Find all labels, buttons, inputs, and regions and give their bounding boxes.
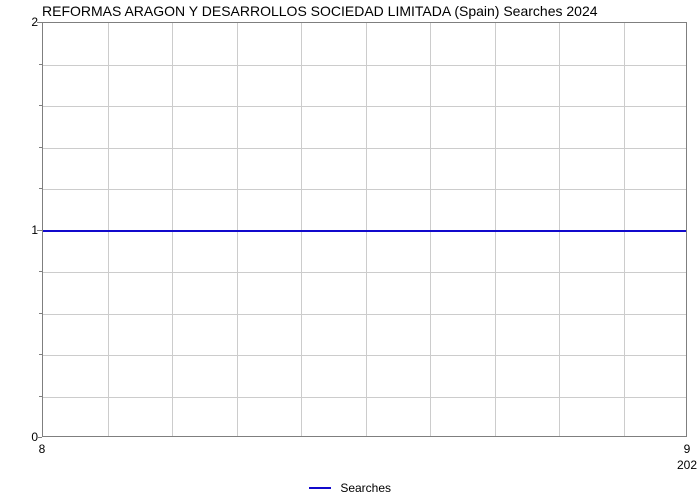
y-minor-tick <box>39 147 42 148</box>
x-sub-label: 202 <box>677 458 697 472</box>
chart-container: REFORMAS ARAGON Y DESARROLLOS SOCIEDAD L… <box>0 0 700 500</box>
y-minor-tick <box>39 396 42 397</box>
y-minor-tick <box>39 354 42 355</box>
grid-h <box>43 355 686 356</box>
grid-h <box>43 397 686 398</box>
y-minor-tick <box>39 313 42 314</box>
y-minor-tick <box>39 271 42 272</box>
plot-area <box>42 22 687 437</box>
y-tick-mark <box>37 437 42 438</box>
y-tick-mark <box>37 22 42 23</box>
y-tick-mark <box>37 230 42 231</box>
y-minor-tick <box>39 64 42 65</box>
grid-h <box>43 189 686 190</box>
legend-swatch <box>309 487 331 489</box>
grid-h <box>43 314 686 315</box>
grid-h <box>43 106 686 107</box>
grid-h <box>43 65 686 66</box>
series-line <box>43 230 686 232</box>
y-minor-tick <box>39 188 42 189</box>
grid-h <box>43 272 686 273</box>
y-minor-tick <box>39 105 42 106</box>
x-tick-label: 8 <box>39 442 46 456</box>
legend-label: Searches <box>340 481 391 495</box>
x-tick-label: 9 <box>684 442 691 456</box>
legend: Searches <box>0 480 700 495</box>
grid-h <box>43 148 686 149</box>
